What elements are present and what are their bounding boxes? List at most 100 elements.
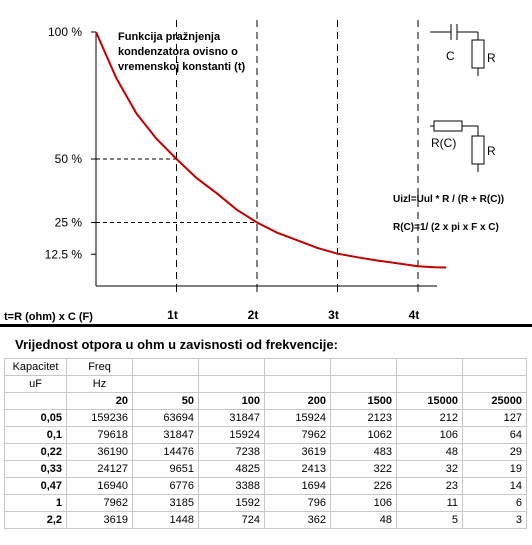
table-row: 0,33 24127 9651 4825 2413 322 32 19: [4, 460, 527, 478]
resistance-cell: 3388: [198, 477, 265, 495]
frequency-cell: 20: [66, 392, 133, 410]
chart-title-line: vremenskoj konstanti (t): [118, 61, 245, 73]
x-tick-label: 3t: [328, 308, 339, 322]
resistance-cell: 483: [330, 443, 397, 461]
resistance-cell: 4825: [198, 460, 265, 478]
resistance-cell: 3619: [264, 443, 331, 461]
resistance-cell: 11: [396, 494, 463, 512]
rc-circuit-diagram: [430, 24, 485, 76]
table-row: 0,05 159236 63694 31847 15924 2123 212 127: [4, 409, 527, 427]
resistance-cell: 14: [462, 477, 527, 495]
header-cell: Kapacitet: [4, 358, 67, 376]
resistance-cell: 14476: [132, 443, 199, 461]
y-tick-label: 50 %: [55, 152, 83, 166]
resistance-cell: 48: [330, 511, 397, 529]
resistance-cell: 7238: [198, 443, 265, 461]
x-tick-label: 1t: [167, 308, 178, 322]
resistance-cell: 15924: [198, 426, 265, 444]
capacity-cell: 2,2: [4, 511, 67, 529]
resistance-cell: 6776: [132, 477, 199, 495]
chart-title-line: Funkcija pražnjenja: [118, 31, 221, 43]
resistance-cell: 31847: [198, 409, 265, 427]
resistance-cell: 212: [396, 409, 463, 427]
x-axis-label: t=R (ohm) x C (F): [4, 311, 93, 323]
resistance-cell: 2123: [330, 409, 397, 427]
resistor-label: R: [487, 144, 496, 158]
capacity-cell: 1: [4, 494, 67, 512]
table-header-row: uF Hz: [4, 375, 527, 393]
resistance-cell: 19: [462, 460, 527, 478]
resistance-cell: 127: [462, 409, 527, 427]
resistance-cell: 3619: [66, 511, 133, 529]
resistance-cell: 362: [264, 511, 331, 529]
formula: R(C)=1/ (2 x pi x F x C): [393, 222, 499, 233]
resistance-cell: 106: [330, 494, 397, 512]
formula: Uizl=Uul * R / (R + R(C)): [393, 194, 504, 205]
resistance-cell: 322: [330, 460, 397, 478]
resistance-cell: 106: [396, 426, 463, 444]
section-divider: [0, 324, 532, 327]
capacity-cell: 0,33: [4, 460, 67, 478]
table-header-row: Kapacitet Freq: [4, 358, 527, 376]
frequency-cell: 25000: [462, 392, 527, 410]
y-tick-label: 25 %: [55, 216, 83, 230]
frequency-cell: 1500: [330, 392, 397, 410]
resistance-cell: 5: [396, 511, 463, 529]
header-cell: Hz: [66, 375, 133, 393]
resistor-label: R: [487, 51, 496, 65]
table-row: 0,1 79618 31847 15924 7962 1062 106 64: [4, 426, 527, 444]
frequency-row: 20 50 100 200 1500 15000 25000: [4, 392, 527, 410]
resistance-cell: 63694: [132, 409, 199, 427]
resistance-cell: 1592: [198, 494, 265, 512]
resistance-table: Kapacitet Freq uF Hz 20 50 100 200 1500 15000…: [4, 358, 527, 529]
x-tick-label: 4t: [409, 308, 420, 322]
table-row: 2,2 3619 1448 724 362 48 5 3: [4, 511, 527, 529]
resistance-cell: 79618: [66, 426, 133, 444]
capacity-cell: 0,05: [4, 409, 67, 427]
resistance-cell: 15924: [264, 409, 331, 427]
capacity-cell: 0,22: [4, 443, 67, 461]
resistance-cell: 226: [330, 477, 397, 495]
table-row: 0,22 36190 14476 7238 3619 483 48 29: [4, 443, 527, 461]
x-tick-label: 2t: [248, 308, 259, 322]
frequency-cell: 200: [264, 392, 331, 410]
resistance-cell: 32: [396, 460, 463, 478]
frequency-cell: 50: [132, 392, 199, 410]
resistance-cell: 7962: [66, 494, 133, 512]
resistance-cell: 9651: [132, 460, 199, 478]
resistance-cell: 29: [462, 443, 527, 461]
y-tick-label: 12.5 %: [45, 247, 83, 261]
resistance-cell: 796: [264, 494, 331, 512]
resistance-cell: 31847: [132, 426, 199, 444]
resistance-cell: 1062: [330, 426, 397, 444]
resistance-cell: 2413: [264, 460, 331, 478]
resistance-cell: 1448: [132, 511, 199, 529]
y-tick-label: 100 %: [48, 25, 82, 39]
resistance-cell: 159236: [66, 409, 133, 427]
discharge-curve: [95, 31, 447, 269]
header-cell: uF: [4, 375, 67, 393]
capacitor-reactance-label: R(C): [431, 136, 456, 150]
table-row: 0,47 16940 6776 3388 1694 226 23 14: [4, 477, 527, 495]
table-row: 1 7962 3185 1592 796 106 11 6: [4, 494, 527, 512]
discharge-chart: Funkcija pražnjenja kondenzatora ovisno …: [4, 20, 504, 323]
resistance-cell: 36190: [66, 443, 133, 461]
capacitor-label: C: [446, 49, 455, 63]
frequency-cell: 15000: [396, 392, 463, 410]
resistance-cell: 64: [462, 426, 527, 444]
rc-equivalent-diagram: [430, 120, 485, 172]
chart-title-line: kondenzatora ovisno o: [118, 46, 238, 58]
header-cell: Freq: [66, 358, 133, 376]
table-title: Vrijednost otpora u ohm u zavisnosti od …: [15, 337, 338, 352]
resistance-cell: 6: [462, 494, 527, 512]
resistance-cell: 1694: [264, 477, 331, 495]
resistance-cell: 3185: [132, 494, 199, 512]
frequency-cell: 100: [198, 392, 265, 410]
capacity-cell: 0,1: [4, 426, 67, 444]
resistance-cell: 7962: [264, 426, 331, 444]
resistance-cell: 724: [198, 511, 265, 529]
resistance-cell: 3: [462, 511, 527, 529]
resistance-cell: 48: [396, 443, 463, 461]
resistance-cell: 24127: [66, 460, 133, 478]
resistance-cell: 16940: [66, 477, 133, 495]
